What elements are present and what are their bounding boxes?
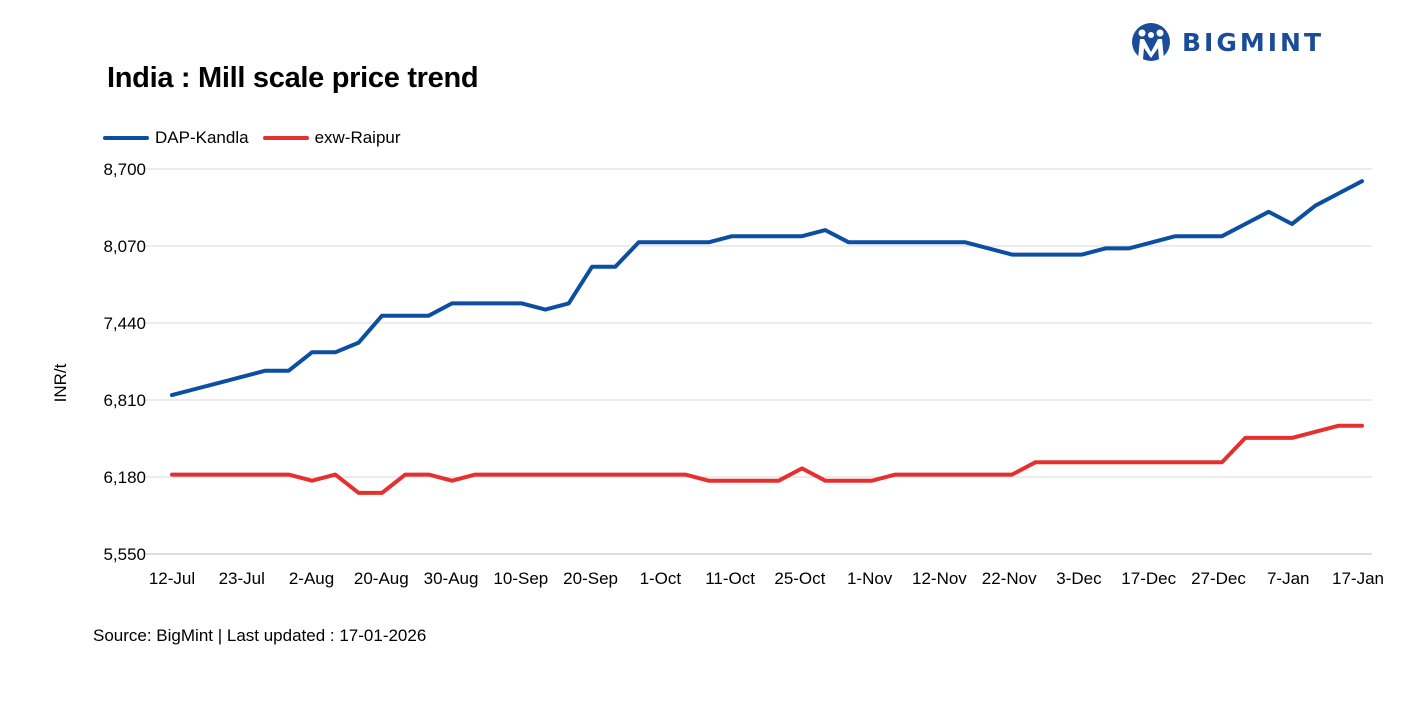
x-tick-label: 2-Aug bbox=[289, 569, 334, 588]
legend-swatch-dap-kandla bbox=[103, 136, 149, 140]
x-tick-label: 30-Aug bbox=[424, 569, 479, 588]
x-tick-label: 7-Jan bbox=[1267, 569, 1310, 588]
chart-legend: DAP-Kandla exw-Raipur bbox=[103, 128, 415, 148]
chart-title: India : Mill scale price trend bbox=[107, 62, 479, 94]
legend-label-exw-raipur: exw-Raipur bbox=[314, 128, 401, 147]
x-tick-label: 11-Oct bbox=[705, 569, 755, 588]
x-tick-label: 17-Jan bbox=[1332, 569, 1384, 588]
bigmint-logo: BIGMINT bbox=[1130, 22, 1324, 62]
source-note: Source: BigMint | Last updated : 17-01-2… bbox=[93, 626, 427, 645]
x-tick-label: 1-Oct bbox=[640, 569, 682, 588]
x-tick-label: 17-Dec bbox=[1121, 569, 1176, 588]
x-tick-label: 1-Nov bbox=[847, 569, 893, 588]
x-tick-label: 27-Dec bbox=[1191, 569, 1246, 588]
x-tick-label: 3-Dec bbox=[1056, 569, 1102, 588]
series-line-dap-kandla bbox=[170, 179, 1364, 398]
y-tick-label: 6,810 bbox=[103, 391, 146, 410]
brand-name: BIGMINT bbox=[1182, 27, 1325, 57]
y-tick-label: 7,440 bbox=[103, 314, 146, 333]
legend-swatch-exw-raipur bbox=[262, 136, 309, 140]
axes: 5,550 6,180 6,810 7,440 8,070 8,700 12-Jul 23-J… bbox=[103, 160, 1384, 588]
y-tick-label: 8,700 bbox=[103, 160, 146, 179]
x-tick-label: 12-Jul bbox=[149, 569, 195, 588]
legend-label-dap-kandla: DAP-Kandla bbox=[155, 128, 249, 147]
y-tick-label: 6,180 bbox=[103, 468, 146, 487]
x-tick-label: 23-Jul bbox=[219, 569, 265, 588]
gridlines bbox=[146, 168, 1372, 555]
x-tick-label: 20-Sep bbox=[563, 569, 618, 588]
x-tick-label: 20-Aug bbox=[354, 569, 409, 588]
x-tick-label: 12-Nov bbox=[912, 569, 967, 588]
legend-item-dap-kandla: DAP-Kandla bbox=[103, 128, 249, 148]
series-lines bbox=[170, 179, 1364, 495]
y-tick-label: 5,550 bbox=[103, 545, 146, 564]
y-axis-title: INR/t bbox=[51, 363, 70, 402]
legend-item-exw-raipur: exw-Raipur bbox=[262, 128, 401, 148]
bigmint-logo-icon bbox=[1132, 23, 1170, 61]
x-tick-label: 25-Oct bbox=[774, 569, 825, 588]
x-tick-label: 22-Nov bbox=[982, 569, 1037, 588]
y-tick-label: 8,070 bbox=[103, 237, 146, 256]
x-tick-label: 10-Sep bbox=[493, 569, 548, 588]
series-line-exw-raipur bbox=[170, 423, 1364, 495]
